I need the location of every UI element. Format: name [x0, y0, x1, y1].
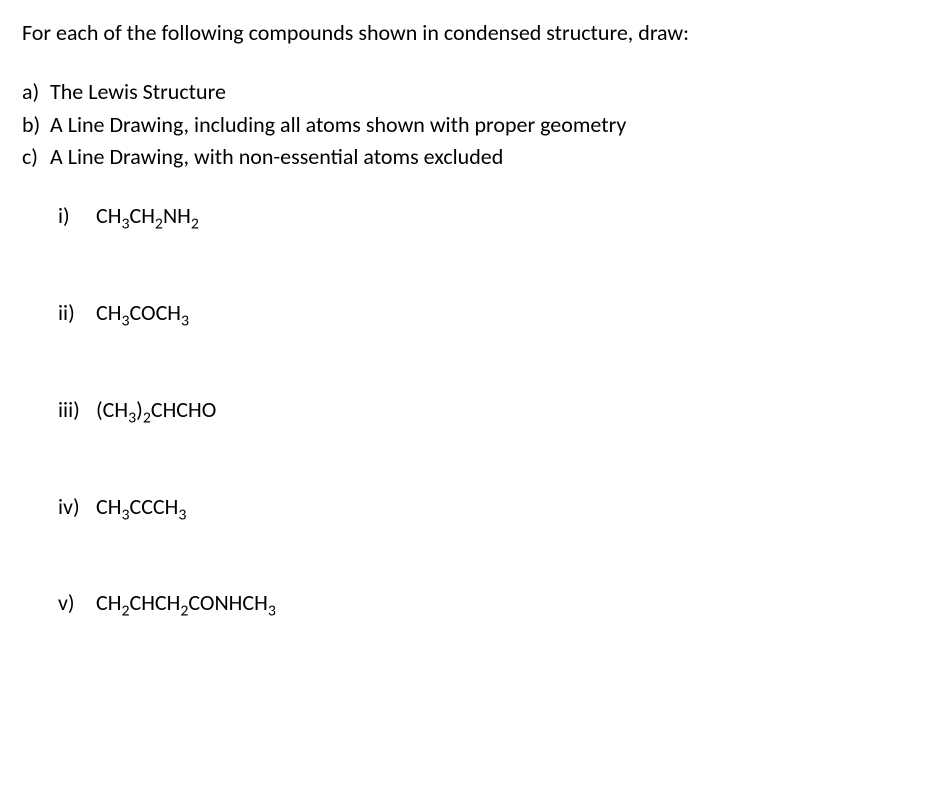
- roman-marker: i): [58, 201, 96, 232]
- lettered-item-b: b) A Line Drawing, including all atoms s…: [22, 110, 916, 141]
- compound-list: i) CH3CH2NH2 ii) CH3COCH3 iii) (CH3)2CHC…: [22, 201, 916, 619]
- lettered-item-a: a) The Lewis Structure: [22, 77, 916, 108]
- roman-marker: ii): [58, 298, 96, 329]
- compound-formula: CH3COCH3: [96, 298, 189, 329]
- lettered-marker: a): [22, 77, 50, 108]
- compound-formula: (CH3)2CHCHO: [96, 395, 216, 426]
- compound-item-iv: iv) CH3CCCH3: [58, 492, 916, 523]
- roman-marker: iv): [58, 492, 96, 523]
- roman-marker: iii): [58, 395, 96, 426]
- compound-item-i: i) CH3CH2NH2: [58, 201, 916, 232]
- lettered-text: The Lewis Structure: [50, 77, 226, 108]
- page: For each of the following compounds show…: [0, 0, 938, 637]
- intro-paragraph: For each of the following compounds show…: [22, 18, 916, 49]
- compound-formula: CH3CH2NH2: [96, 201, 199, 232]
- compound-item-iii: iii) (CH3)2CHCHO: [58, 395, 916, 426]
- compound-item-v: v) CH2CHCH2CONHCH3: [58, 588, 916, 619]
- compound-item-ii: ii) CH3COCH3: [58, 298, 916, 329]
- compound-formula: CH3CCCH3: [96, 492, 186, 523]
- compound-formula: CH2CHCH2CONHCH3: [96, 588, 276, 619]
- lettered-item-c: c) A Line Drawing, with non-essential at…: [22, 142, 916, 173]
- lettered-marker: c): [22, 142, 50, 173]
- lettered-marker: b): [22, 110, 50, 141]
- lettered-list: a) The Lewis Structure b) A Line Drawing…: [22, 77, 916, 173]
- lettered-text: A Line Drawing, including all atoms show…: [50, 110, 626, 141]
- roman-marker: v): [58, 588, 96, 619]
- lettered-text: A Line Drawing, with non-essential atoms…: [50, 142, 503, 173]
